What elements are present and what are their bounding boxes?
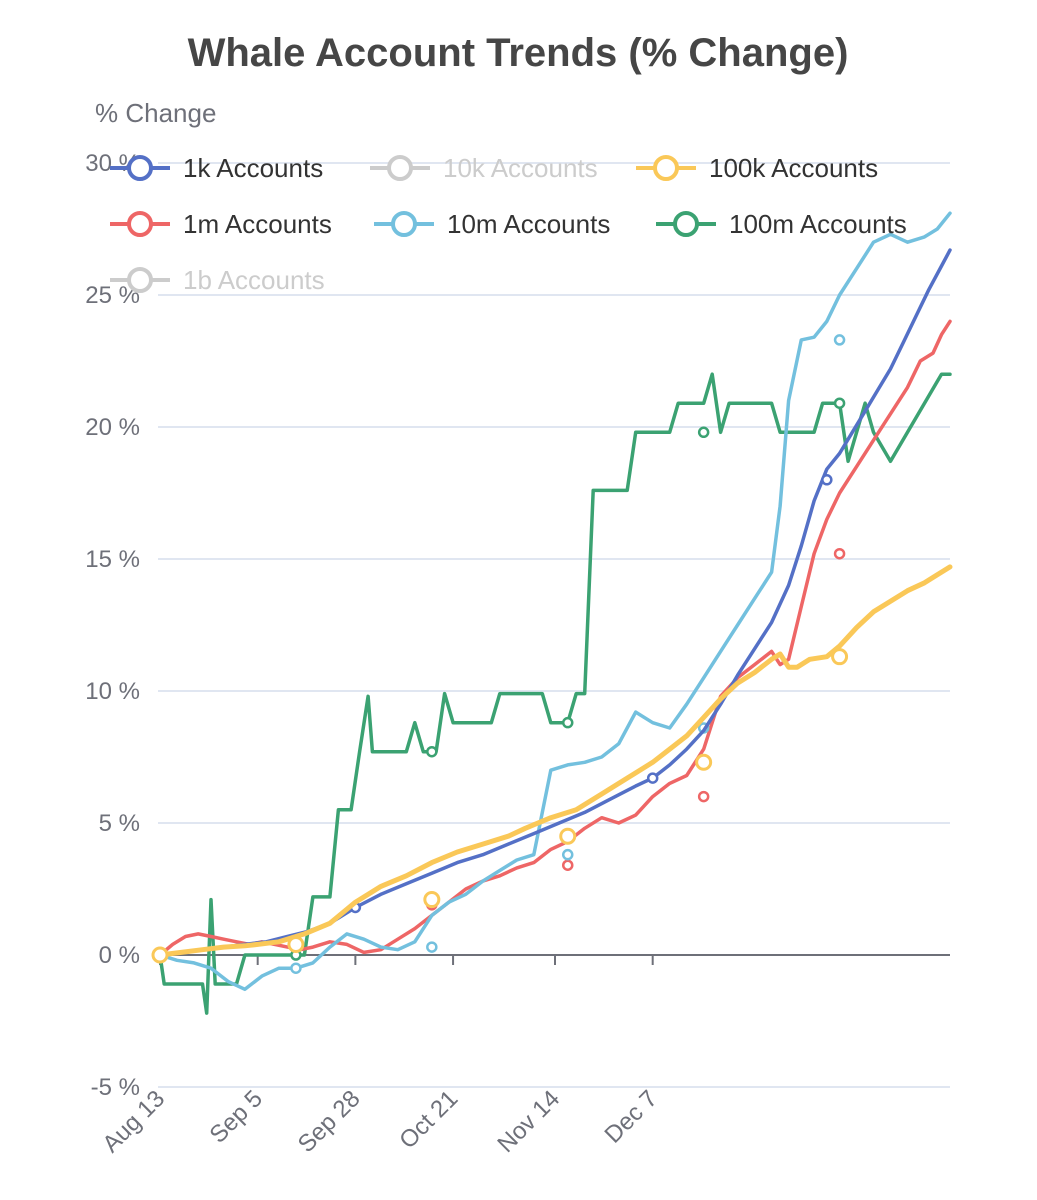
series-point[interactable] — [287, 935, 305, 953]
legend-label: 1k Accounts — [183, 153, 323, 183]
series-point[interactable] — [561, 859, 574, 871]
series-point[interactable] — [561, 848, 574, 861]
legend[interactable]: 1k Accounts 10k Accounts 100k Accounts 1m A… — [110, 153, 907, 295]
legend-marker — [127, 211, 153, 237]
series-point[interactable] — [561, 716, 574, 729]
legend-label: 1b Accounts — [183, 265, 325, 295]
series-point[interactable] — [290, 962, 302, 974]
y-tick-label: 0 % — [99, 942, 140, 969]
series-point[interactable] — [821, 474, 833, 486]
series-line — [157, 564, 953, 958]
legend-item[interactable]: 1k Accounts — [110, 153, 323, 183]
legend-label: 1m Accounts — [183, 209, 332, 239]
y-axis-ticks: -5 %0 %5 %10 %15 %20 %25 %30 % — [85, 150, 140, 1101]
grid — [158, 162, 950, 1088]
series-point[interactable] — [151, 946, 169, 964]
chart-title: Whale Account Trends (% Change) — [188, 31, 849, 75]
series-point[interactable] — [426, 941, 438, 953]
y-tick-label: 5 % — [99, 810, 140, 837]
legend-marker — [387, 155, 413, 181]
legend-item[interactable]: 10k Accounts — [370, 153, 598, 183]
series-point[interactable] — [423, 891, 441, 909]
legend-item[interactable]: 100m Accounts — [656, 209, 907, 239]
series-point[interactable] — [426, 745, 438, 758]
y-tick-label: 15 % — [85, 546, 140, 573]
legend-item[interactable]: 1m Accounts — [110, 209, 332, 239]
series-line — [158, 372, 952, 1015]
series-point[interactable] — [697, 426, 710, 439]
series-point[interactable] — [831, 648, 849, 666]
series-point[interactable] — [559, 827, 577, 845]
series-point[interactable] — [695, 753, 713, 771]
series-point[interactable] — [646, 772, 659, 784]
series-point[interactable] — [697, 790, 710, 803]
y-tick-label: 20 % — [85, 414, 140, 441]
y-axis-label: % Change — [95, 98, 216, 128]
series-group — [151, 211, 953, 1015]
x-tick-label: Dec 7 — [600, 1085, 663, 1148]
legend-marker — [127, 155, 153, 181]
series-point[interactable] — [833, 547, 846, 560]
y-tick-label: -5 % — [91, 1074, 140, 1101]
series-line — [158, 211, 952, 992]
legend-marker — [653, 155, 679, 181]
legend-label: 100k Accounts — [709, 153, 878, 183]
legend-label: 10m Accounts — [447, 209, 610, 239]
series-point[interactable] — [833, 397, 846, 409]
y-tick-label: 10 % — [85, 678, 140, 705]
legend-label: 10k Accounts — [443, 153, 598, 183]
x-tick-label: Nov 14 — [492, 1085, 565, 1158]
legend-marker — [127, 267, 153, 293]
x-tick-label: Sep 28 — [293, 1085, 366, 1158]
series-line — [158, 319, 952, 957]
legend-marker — [391, 211, 417, 237]
x-tick-label: Oct 21 — [394, 1085, 463, 1154]
x-tick-label: Sep 5 — [204, 1085, 267, 1148]
legend-item[interactable]: 1b Accounts — [110, 265, 325, 295]
series-point[interactable] — [833, 334, 846, 346]
legend-marker — [673, 211, 699, 237]
legend-label: 100m Accounts — [729, 209, 907, 239]
legend-item[interactable]: 100k Accounts — [636, 153, 878, 183]
legend-item[interactable]: 10m Accounts — [374, 209, 610, 239]
